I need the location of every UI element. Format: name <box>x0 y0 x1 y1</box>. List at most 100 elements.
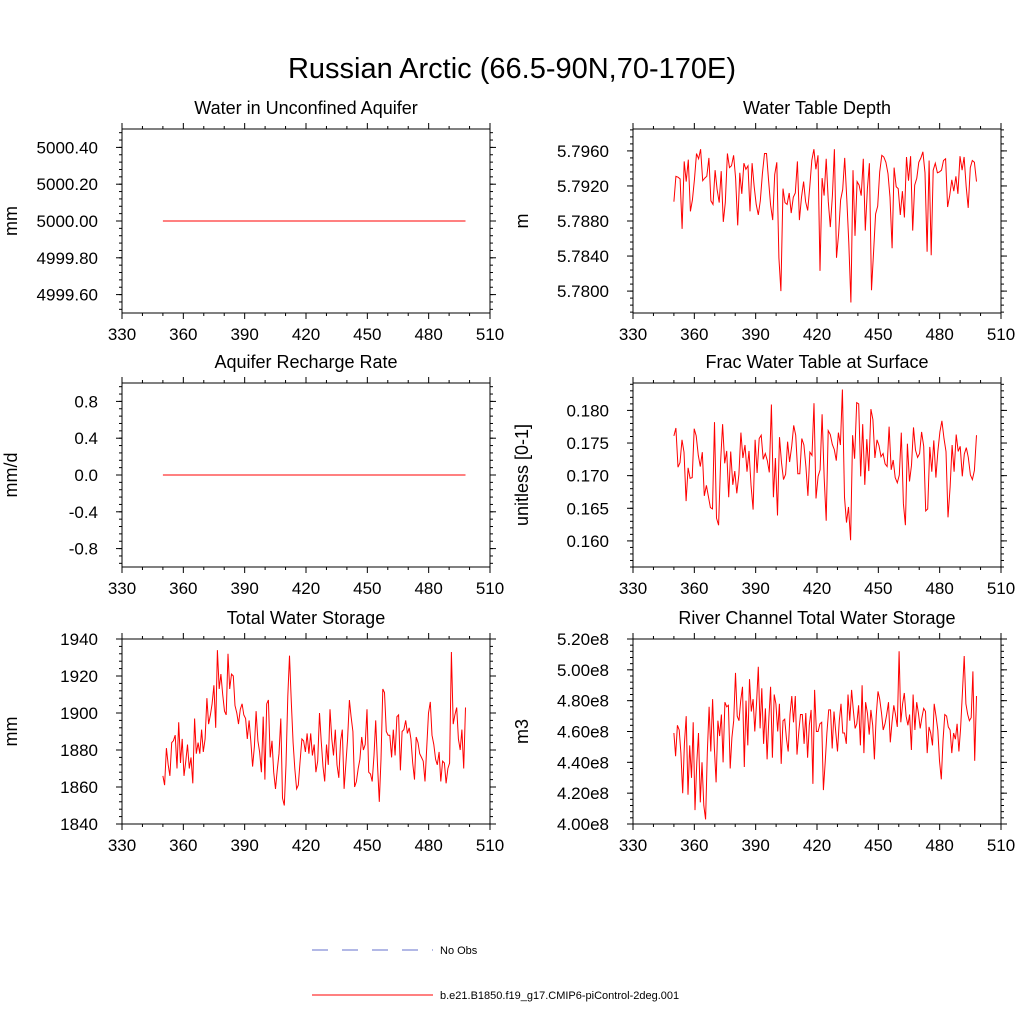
legend-label-model-run: b.e21.B1850.f19_g17.CMIP6-piControl-2deg… <box>440 990 679 1002</box>
panel-title: Total Water Storage <box>227 608 385 628</box>
chart-panel-6: River Channel Total Water Storage 330 360 3… <box>512 608 1015 855</box>
x-tick-label: 360 <box>680 579 708 598</box>
series-line <box>673 651 977 820</box>
x-tick-label: 390 <box>741 579 769 598</box>
series-line <box>673 149 977 303</box>
y-tick-label: 4999.80 <box>37 249 98 268</box>
y-tick-label: 4.60e8 <box>557 723 609 742</box>
y-tick-label: 4.40e8 <box>557 753 609 772</box>
x-tick-label: 480 <box>414 836 442 855</box>
x-tick-label: 360 <box>680 325 708 344</box>
y-tick-label: 5.7920 <box>557 177 609 196</box>
x-tick-label: 480 <box>414 325 442 344</box>
y-tick-label: 0.160 <box>566 532 609 551</box>
y-tick-label: 1940 <box>60 630 98 649</box>
legend: No Obs b.e21.B1850.f19_g17.CMIP6-piContr… <box>312 945 679 1002</box>
y-tick-label: 0.8 <box>74 392 98 411</box>
legend-entry-no-obs: No Obs <box>312 945 478 957</box>
series-line <box>673 389 977 541</box>
y-tick-label: 4999.60 <box>37 286 98 305</box>
y-tick-label: 0.170 <box>566 467 609 486</box>
x-tick-label: 420 <box>803 836 831 855</box>
x-tick-label: 330 <box>108 836 136 855</box>
y-tick-label: 5.7960 <box>557 142 609 161</box>
y-axis-label: mm/d <box>1 453 21 498</box>
y-axis-label: m <box>512 214 532 229</box>
chart-panel-1: Water in Unconfined Aquifer 330 360 390 420 4… <box>1 98 504 344</box>
y-tick-label: 0.180 <box>566 401 609 420</box>
y-tick-label: -0.8 <box>69 540 98 559</box>
chart-panel-3: Aquifer Recharge Rate 330 360 390 420 450 480 5… <box>1 352 504 598</box>
y-tick-label: 5.20e8 <box>557 630 609 649</box>
x-tick-label: 480 <box>414 579 442 598</box>
y-tick-label: 4.20e8 <box>557 784 609 803</box>
y-tick-label: 5.00e8 <box>557 661 609 680</box>
x-tick-label: 480 <box>925 836 953 855</box>
panel-title: Aquifer Recharge Rate <box>214 352 397 372</box>
plot-frame <box>632 128 1002 314</box>
x-tick-label: 510 <box>476 836 504 855</box>
x-tick-label: 390 <box>741 836 769 855</box>
x-tick-label: 420 <box>803 579 831 598</box>
x-tick-label: 330 <box>108 325 136 344</box>
chart-panel-2: Water Table Depth 330 360 390 420 450 480 510 5.… <box>512 98 1015 344</box>
x-tick-label: 330 <box>619 836 647 855</box>
x-tick-label: 450 <box>353 579 381 598</box>
x-tick-label: 510 <box>476 325 504 344</box>
panel-title: Water in Unconfined Aquifer <box>194 98 417 118</box>
x-tick-label: 390 <box>230 325 258 344</box>
x-tick-label: 510 <box>987 836 1015 855</box>
x-tick-label: 510 <box>476 579 504 598</box>
y-tick-label: 4.00e8 <box>557 815 609 834</box>
x-tick-label: 450 <box>864 325 892 344</box>
x-tick-label: 420 <box>803 325 831 344</box>
y-tick-label: 0.0 <box>74 466 98 485</box>
y-tick-label: 5.7800 <box>557 282 609 301</box>
y-tick-label: 5.7880 <box>557 212 609 231</box>
y-axis-label: unitless [0-1] <box>512 424 532 526</box>
y-tick-label: 5.7840 <box>557 247 609 266</box>
x-tick-label: 390 <box>230 579 258 598</box>
x-tick-label: 450 <box>353 836 381 855</box>
legend-entry-model-run: b.e21.B1850.f19_g17.CMIP6-piControl-2deg… <box>312 990 679 1002</box>
y-axis-label: m3 <box>512 719 532 744</box>
panel-title: River Channel Total Water Storage <box>678 608 955 628</box>
x-tick-label: 390 <box>741 325 769 344</box>
panel-grid: Water in Unconfined Aquifer 330 360 390 420 4… <box>1 98 1015 855</box>
chart-panel-5: Total Water Storage 330 360 390 420 450 480 510… <box>1 608 504 855</box>
y-tick-label: 1920 <box>60 667 98 686</box>
x-tick-label: 450 <box>864 836 892 855</box>
y-axis-label: mm <box>1 206 21 236</box>
y-tick-label: 0.175 <box>566 434 609 453</box>
y-tick-label: 4.80e8 <box>557 692 609 711</box>
y-tick-label: 1880 <box>60 741 98 760</box>
x-tick-label: 360 <box>169 836 197 855</box>
y-tick-label: -0.4 <box>69 503 98 522</box>
plot-frame <box>632 382 1002 568</box>
x-tick-label: 390 <box>230 836 258 855</box>
legend-label-no-obs: No Obs <box>440 945 478 957</box>
x-tick-label: 480 <box>925 325 953 344</box>
x-tick-label: 420 <box>292 579 320 598</box>
x-tick-label: 510 <box>987 325 1015 344</box>
x-tick-label: 330 <box>619 579 647 598</box>
x-tick-label: 330 <box>108 579 136 598</box>
y-tick-label: 0.4 <box>74 429 98 448</box>
chart-panel-4: Frac Water Table at Surface 330 360 390 420 4… <box>512 352 1015 598</box>
x-tick-label: 360 <box>169 325 197 344</box>
y-tick-label: 1900 <box>60 704 98 723</box>
y-tick-label: 5000.00 <box>37 212 98 231</box>
x-tick-label: 450 <box>353 325 381 344</box>
y-tick-label: 5000.20 <box>37 175 98 194</box>
x-tick-label: 510 <box>987 579 1015 598</box>
x-tick-label: 360 <box>680 836 708 855</box>
series-line <box>162 650 466 806</box>
panel-title: Water Table Depth <box>743 98 891 118</box>
x-tick-label: 420 <box>292 836 320 855</box>
x-tick-label: 330 <box>619 325 647 344</box>
x-tick-label: 420 <box>292 325 320 344</box>
y-axis-label: mm <box>1 717 21 747</box>
plot-frame <box>121 638 491 825</box>
x-tick-label: 480 <box>925 579 953 598</box>
